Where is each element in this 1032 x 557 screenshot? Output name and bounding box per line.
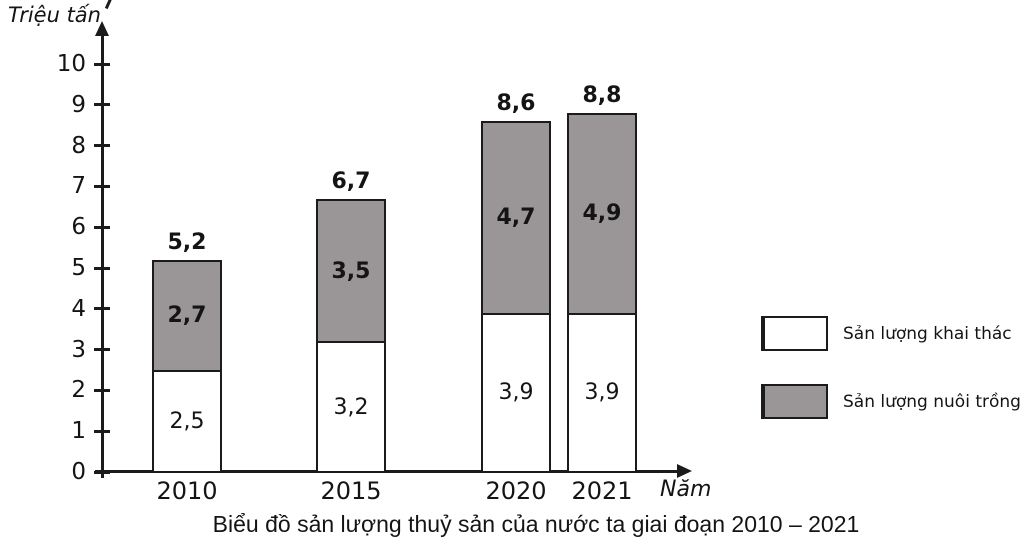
x-axis-title: Năm <box>660 477 712 502</box>
y-tick <box>94 307 110 311</box>
x-tick-label: 2015 <box>320 477 382 505</box>
bar-segment-khai-thac: 3,9 <box>567 312 637 473</box>
legend: Sản lượng khai thác Sản lượng nuôi trồng <box>761 316 1021 426</box>
x-axis-line <box>95 470 679 473</box>
legend-item: Sản lượng khai thác <box>761 316 1012 351</box>
bar-value-label: 3,9 <box>498 380 534 406</box>
y-axis-line <box>101 28 104 478</box>
bar-segment-khai-thac: 3,2 <box>316 341 386 473</box>
y-axis-arrow-icon <box>95 21 109 36</box>
y-tick-label: 7 <box>71 173 86 200</box>
x-tick-label: 2010 <box>156 477 218 505</box>
bar-segment-nuoi-trong: 4,7 <box>481 121 551 315</box>
bar-total-label: 8,8 <box>582 82 622 108</box>
bar-value-label: 2,5 <box>169 409 205 434</box>
y-tick-label: 3 <box>71 336 86 363</box>
y-tick-label: 6 <box>71 214 86 241</box>
legend-label: Sản lượng khai thác <box>843 323 1012 344</box>
y-tick <box>94 225 110 229</box>
bar-value-label: 2,7 <box>167 303 207 329</box>
legend-swatch <box>761 316 828 351</box>
x-axis-arrow-icon <box>677 464 692 478</box>
bar-value-label: 3,9 <box>584 380 620 406</box>
bar-segment-nuoi-trong: 3,5 <box>316 198 386 344</box>
y-tick-label: 2 <box>71 377 86 404</box>
y-tick-label: 9 <box>71 91 86 118</box>
bar-value-label: 3,5 <box>331 258 371 284</box>
legend-label: Sản lượng nuôi trồng <box>843 391 1021 412</box>
bar-segment-nuoi-trong: 2,7 <box>152 259 222 372</box>
y-tick-label: 10 <box>56 51 86 77</box>
bar-segment-khai-thac: 2,5 <box>152 370 222 473</box>
bar-value-label: 3,2 <box>333 394 369 420</box>
legend-swatch <box>761 384 828 419</box>
y-tick <box>94 62 110 66</box>
y-tick <box>94 429 110 433</box>
y-tick <box>94 388 110 392</box>
y-axis-title: Triệu tấn <box>8 3 101 27</box>
y-tick <box>94 184 110 188</box>
x-tick-label: 2020 <box>485 477 547 505</box>
y-tick-label: 0 <box>71 459 86 485</box>
y-tick <box>94 348 110 352</box>
x-tick-label: 2021 <box>571 477 633 505</box>
bar-total-label: 5,2 <box>167 229 207 255</box>
y-tick-label: 5 <box>71 255 86 281</box>
y-tick <box>94 103 110 107</box>
bar-total-label: 6,7 <box>331 168 371 194</box>
stray-mark <box>104 0 113 10</box>
bar-total-label: 8,6 <box>496 91 536 117</box>
y-tick <box>94 470 110 474</box>
y-tick <box>94 144 110 148</box>
bar-value-label: 4,9 <box>582 201 622 227</box>
y-tick-label: 8 <box>71 132 86 159</box>
y-tick-label: 4 <box>71 295 86 322</box>
chart-caption: Biểu đồ sản lượng thuỷ sản của nước ta g… <box>212 511 860 537</box>
y-tick-label: 1 <box>71 418 86 445</box>
bar-value-label: 4,7 <box>496 205 536 231</box>
bar-segment-khai-thac: 3,9 <box>481 312 551 473</box>
legend-item: Sản lượng nuôi trồng <box>761 384 1021 419</box>
y-tick <box>94 266 110 270</box>
bar-segment-nuoi-trong: 4,9 <box>567 112 637 315</box>
